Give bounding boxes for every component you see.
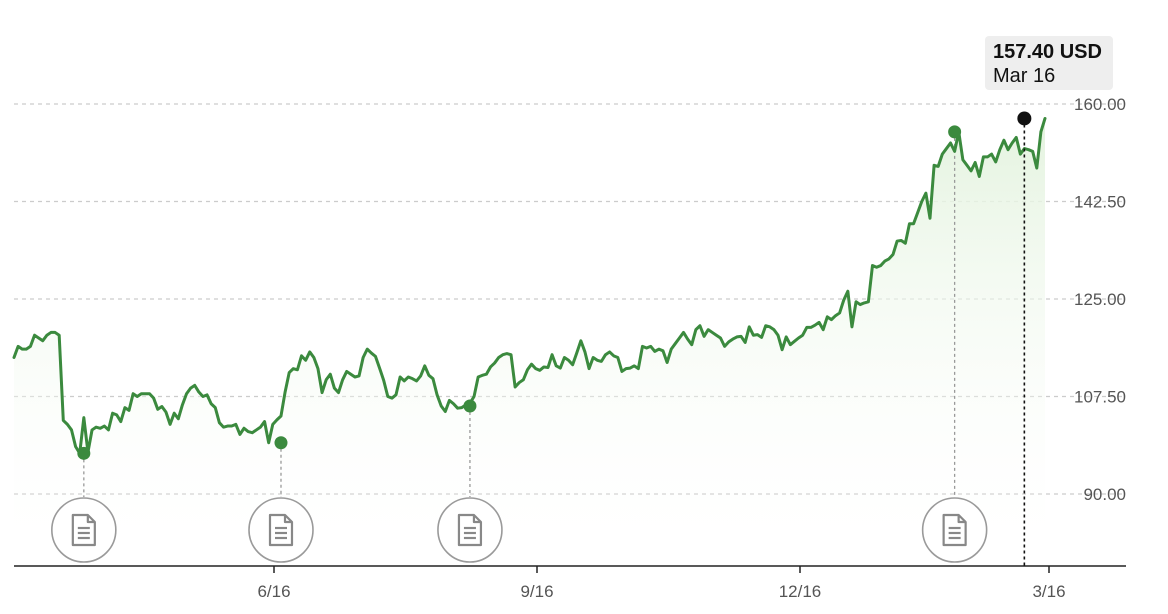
event-point: [948, 125, 962, 139]
x-tick-label: 9/16: [520, 582, 553, 601]
tooltip-date: Mar 16: [993, 65, 1056, 87]
document-icon: [268, 513, 294, 547]
event-document-icon[interactable]: [51, 497, 117, 563]
event-document-icon[interactable]: [921, 497, 988, 563]
hover-point: [1017, 111, 1032, 126]
event-stems: [83, 131, 956, 497]
x-tick-label: 12/16: [779, 582, 822, 601]
price-line: [12, 116, 1047, 455]
y-tick-label: 90.00: [1083, 485, 1126, 504]
y-axis-ticks: 160.00 142.50 125.00 107.50 90.00: [1074, 95, 1126, 504]
document-icon: [457, 513, 483, 547]
tooltip-value: 157.40 USD: [993, 41, 1102, 63]
y-tick-label: 160.00: [1074, 95, 1126, 114]
y-tick-label: 142.50: [1074, 193, 1126, 212]
event-icon-circle: [248, 497, 314, 563]
event-icon-circle: [437, 497, 503, 563]
x-tick-label: 3/16: [1032, 582, 1065, 601]
event-markers[interactable]: [51, 125, 988, 563]
event-document-icon[interactable]: [248, 497, 314, 563]
event-document-icon[interactable]: [437, 497, 503, 563]
event-point: [77, 446, 91, 460]
document-icon: [71, 513, 96, 547]
event-point: [274, 436, 288, 450]
x-axis-ticks: 6/16 9/16 12/16 3/16: [257, 566, 1066, 601]
event-point: [463, 399, 477, 413]
y-tick-label: 107.50: [1074, 388, 1126, 407]
hover-tooltip: 157.40 USD Mar 16: [985, 36, 1113, 90]
x-tick-label: 6/16: [257, 582, 290, 601]
price-area-fill: [14, 118, 1045, 567]
event-icon-circle: [51, 497, 117, 563]
event-icon-circle: [921, 497, 988, 563]
document-icon: [942, 513, 967, 547]
y-tick-label: 125.00: [1074, 290, 1126, 309]
